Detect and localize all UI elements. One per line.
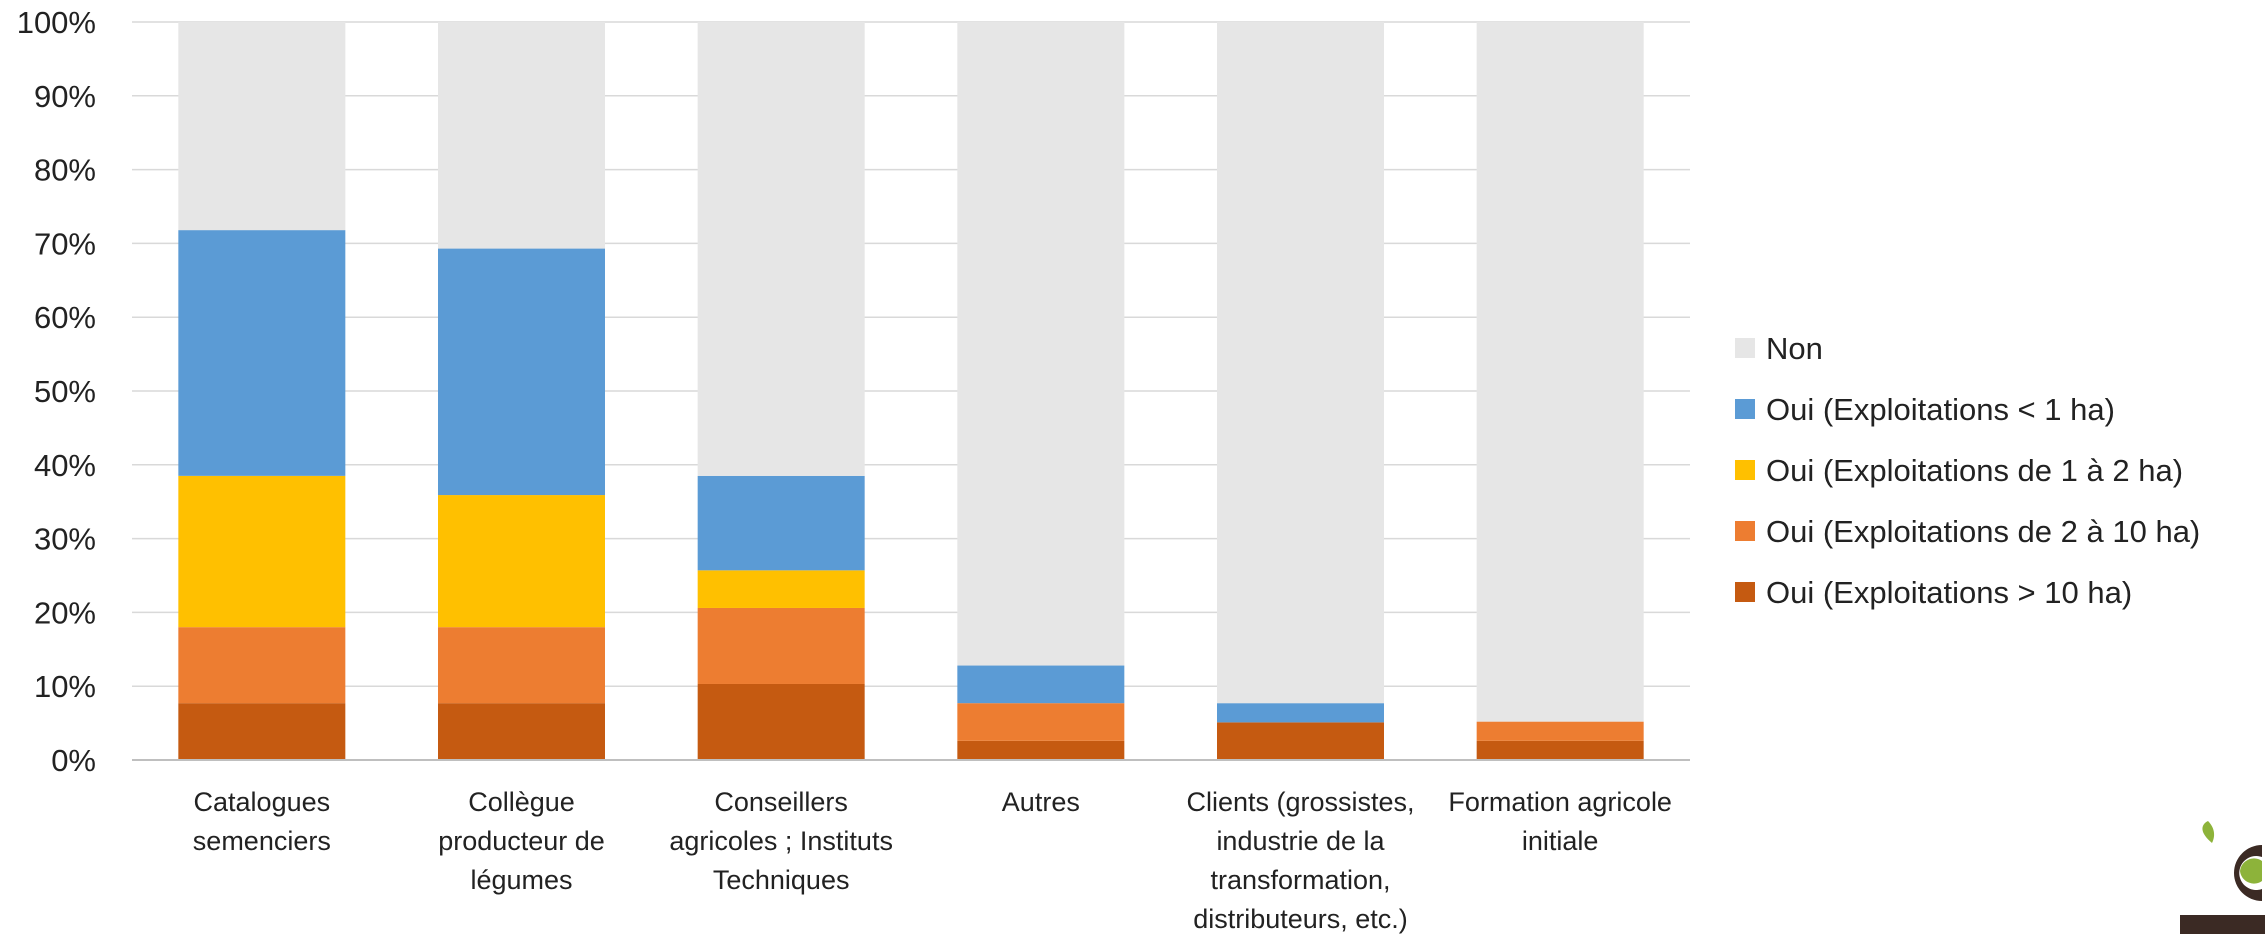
legend-label: Oui (Exploitations de 1 à 2 ha)	[1766, 453, 2183, 488]
y-tick-label: 50%	[34, 374, 96, 409]
bar-segment	[178, 703, 346, 760]
y-tick-label: 30%	[34, 522, 96, 557]
y-tick-label: 100%	[17, 5, 96, 40]
y-tick-label: 70%	[34, 226, 96, 261]
y-tick-label: 0%	[51, 743, 96, 778]
bar-segment	[1217, 703, 1384, 723]
legend-label: Oui (Exploitations > 10 ha)	[1766, 575, 2132, 610]
bar-segment	[957, 665, 1125, 704]
legend-swatch	[1735, 582, 1755, 602]
x-tick-label: Techniques	[713, 865, 850, 895]
legend-item: Oui (Exploitations de 2 à 10 ha)	[1735, 514, 2200, 549]
legend-swatch	[1735, 521, 1755, 541]
bar-segment	[1476, 721, 1644, 741]
x-tick-label: Autres	[1002, 787, 1080, 817]
x-tick-label: Catalogues	[194, 787, 331, 817]
x-tick-label: distributeurs, etc.)	[1193, 904, 1408, 934]
legend-label: Oui (Exploitations < 1 ha)	[1766, 392, 2115, 427]
y-tick-label: 40%	[34, 448, 96, 483]
bar-segment	[178, 230, 346, 476]
bar-segment	[1217, 22, 1384, 704]
x-tick-label: légumes	[470, 865, 572, 895]
x-tick-label: Conseillers	[714, 787, 848, 817]
legend-item: Oui (Exploitations < 1 ha)	[1735, 392, 2115, 427]
x-tick-label: industrie de la	[1216, 826, 1385, 856]
gridlines	[132, 21, 1690, 761]
y-axis: 0% 10% 20% 30% 40% 50% 60% 70% 80% 90% 100%	[17, 5, 96, 778]
bar-segment	[957, 22, 1125, 666]
bars	[178, 22, 1644, 760]
bar-segment	[1476, 740, 1644, 760]
legend: Non Oui (Exploitations < 1 ha) Oui (Exploi…	[1735, 331, 2200, 610]
bar-segment	[1217, 722, 1384, 760]
y-tick-label: 90%	[34, 79, 96, 114]
legend-swatch	[1735, 399, 1755, 419]
x-tick-label: producteur de	[438, 826, 605, 856]
x-tick-label: transformation,	[1210, 865, 1390, 895]
brand-logo	[2180, 815, 2265, 934]
bar-segment	[178, 22, 346, 231]
bar-segment	[438, 248, 605, 496]
y-tick-label: 60%	[34, 300, 96, 335]
bar-segment	[957, 703, 1125, 741]
y-tick-label: 10%	[34, 669, 96, 704]
ring-icon	[2234, 845, 2262, 901]
legend-item: Oui (Exploitations > 10 ha)	[1735, 575, 2132, 610]
bar-segment	[1476, 22, 1644, 722]
bar-segment	[178, 475, 346, 628]
bar-segment	[438, 22, 605, 249]
legend-item: Non	[1735, 331, 1823, 366]
bar-segment	[697, 607, 865, 684]
legend-swatch	[1735, 338, 1755, 358]
y-tick-label: 20%	[34, 595, 96, 630]
bar-segment	[438, 703, 605, 760]
legend-swatch	[1735, 460, 1755, 480]
bar-segment	[697, 475, 865, 571]
x-tick-label: Formation agricole	[1448, 787, 1672, 817]
x-axis: Catalogues semenciers Collègue producteur d…	[132, 759, 1690, 934]
bar-segment	[697, 570, 865, 608]
bar-segment	[438, 627, 605, 704]
leaf-icon	[2202, 821, 2215, 843]
legend-label: Non	[1766, 331, 1823, 366]
x-tick-label: Collègue	[468, 787, 575, 817]
x-tick-label: agricoles ; Instituts	[669, 826, 893, 856]
bar-segment	[697, 22, 865, 476]
bar-segment	[438, 495, 605, 628]
bar-segment	[178, 627, 346, 704]
bar-segment	[697, 683, 865, 760]
x-tick-label: semenciers	[193, 826, 331, 856]
legend-label: Oui (Exploitations de 2 à 10 ha)	[1766, 514, 2200, 549]
bar-segment	[957, 740, 1125, 760]
y-tick-label: 80%	[34, 153, 96, 188]
x-tick-label: Clients (grossistes,	[1186, 787, 1414, 817]
x-tick-label: initiale	[1522, 826, 1599, 856]
legend-item: Oui (Exploitations de 1 à 2 ha)	[1735, 453, 2183, 488]
